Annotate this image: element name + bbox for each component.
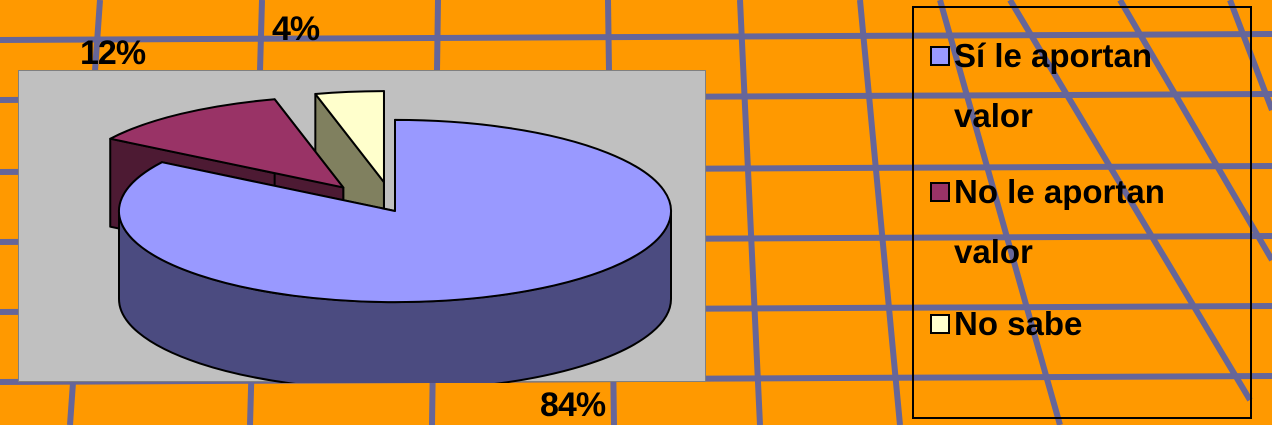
legend-swatch — [930, 314, 950, 334]
grid-line — [1117, 0, 1272, 262]
grid-line — [857, 0, 903, 425]
pie-slice-si-le-aportan-valor — [118, 118, 672, 304]
pie-chart — [109, 90, 672, 383]
legend-label: No le aportan valor — [954, 173, 1165, 270]
pie-slice-no-le-aportan-valor — [109, 98, 345, 189]
legend-item-no-le-aportan-valor: No le aportan valor — [930, 162, 1244, 282]
grid-line — [737, 0, 763, 425]
grid-line — [0, 31, 1272, 43]
data-label-si-le-aportan-valor: 84% — [540, 386, 606, 424]
legend-item-no-sabe: No sabe — [930, 294, 1244, 354]
data-label-no-sabe: 4% — [272, 10, 320, 48]
plot-area — [18, 70, 706, 383]
data-label-no-le-aportan-valor: 12% — [80, 34, 146, 72]
legend-item-si-le-aportan-valor: Sí le aportan valor — [930, 26, 1234, 146]
grid-line — [1007, 0, 1253, 402]
legend: Sí le aportan valor No le aportan valor … — [912, 6, 1252, 419]
legend-label: Sí le aportan valor — [954, 37, 1153, 134]
grid-line — [937, 0, 1063, 425]
pie-slice-no-sabe — [314, 90, 385, 184]
legend-label: No sabe — [954, 305, 1083, 342]
legend-swatch — [930, 182, 950, 202]
legend-swatch — [930, 46, 950, 66]
